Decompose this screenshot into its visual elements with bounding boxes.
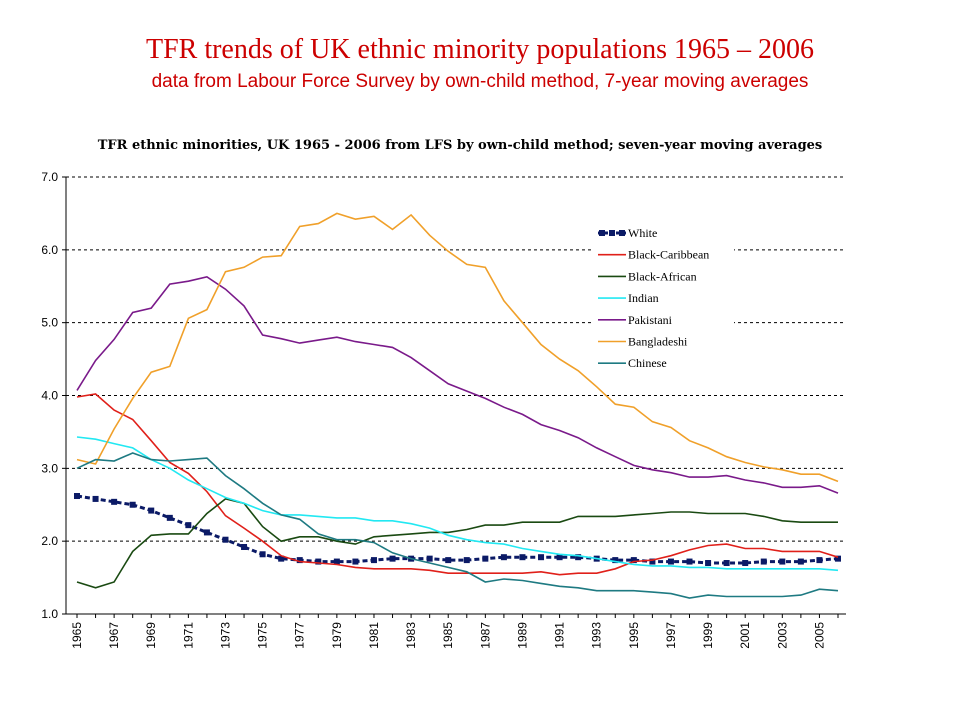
data-point-white [760, 558, 767, 565]
legend-label: Pakistani [628, 313, 673, 327]
x-tick-label: 1971 [181, 622, 195, 649]
data-point-white [519, 554, 526, 561]
x-tick-label: 1993 [590, 622, 604, 649]
y-tick-label: 6.0 [41, 243, 58, 257]
x-tick-label: 1997 [664, 622, 678, 649]
legend-marker [619, 230, 625, 236]
data-point-white [779, 558, 786, 565]
legend-background [592, 221, 734, 377]
data-point-white [630, 557, 637, 564]
series-line-chinese [76, 452, 839, 599]
x-tick-label: 1987 [478, 622, 492, 649]
x-tick-label: 2003 [775, 622, 789, 649]
data-point-white [723, 560, 730, 567]
data-point-white [649, 558, 656, 565]
series-line-bangladeshi [76, 212, 839, 483]
series-line-white [76, 494, 839, 565]
legend-marker [609, 230, 615, 236]
slide-subtitle: data from Labour Force Survey by own-chi… [151, 71, 809, 92]
data-point-white [500, 554, 507, 561]
data-point-white [92, 495, 99, 502]
data-point-white [556, 554, 563, 561]
data-point-white [74, 493, 80, 500]
data-point-white [352, 558, 359, 565]
data-point-white [482, 555, 489, 562]
x-tick-label: 2001 [738, 622, 752, 649]
legend-label: Black-African [628, 269, 697, 283]
data-point-white [222, 536, 229, 543]
y-tick-label: 7.0 [41, 170, 58, 184]
legend: White Black-Caribbean Black-African Indian P… [592, 221, 734, 377]
data-point-white [538, 554, 545, 561]
data-point-white [667, 558, 674, 565]
data-point-white [185, 522, 192, 529]
y-tick-label: 4.0 [41, 389, 58, 403]
y-tick-label: 5.0 [41, 316, 58, 330]
data-point-white [278, 555, 285, 562]
data-point-white [166, 514, 173, 521]
y-tick-label: 1.0 [41, 607, 58, 621]
x-tick-label: 1975 [256, 622, 270, 649]
x-tick-label: 1985 [441, 622, 455, 649]
x-tick-label: 1967 [107, 622, 121, 649]
data-point-white [797, 558, 804, 565]
x-tick-label: 2005 [812, 622, 826, 649]
x-tick-label: 1979 [330, 622, 344, 649]
data-point-white [612, 557, 619, 564]
data-point-white [742, 560, 749, 567]
y-tick-label: 3.0 [41, 461, 58, 475]
data-point-white [129, 501, 136, 508]
x-tick-label: 1973 [218, 622, 232, 649]
x-tick-label: 1991 [553, 622, 567, 649]
y-tick-label: 2.0 [41, 534, 58, 548]
data-point-white [445, 557, 452, 564]
x-tick-label: 1995 [627, 622, 641, 649]
data-point-white [816, 557, 823, 564]
chart-title: TFR ethnic minorities, UK 1965 - 2006 fr… [97, 138, 823, 153]
data-point-white [203, 529, 210, 536]
legend-label: Chinese [628, 356, 667, 370]
x-tick-label: 1983 [404, 622, 418, 649]
legend-label: Black-Caribbean [628, 248, 709, 262]
slide-title: TFR trends of UK ethnic minority populat… [145, 34, 815, 65]
legend-label: Indian [628, 291, 659, 305]
data-point-white [111, 498, 118, 505]
x-tick-label: 1989 [515, 622, 529, 649]
data-point-white [148, 507, 155, 514]
data-point-white [333, 558, 340, 565]
x-tick-label: 1981 [367, 622, 381, 649]
legend-marker [599, 230, 605, 236]
data-point-white [241, 543, 248, 550]
series-line-black-caribbean [76, 393, 839, 576]
x-tick-label: 1977 [293, 622, 307, 649]
data-point-white [389, 555, 396, 562]
data-point-white [686, 558, 693, 565]
data-point-white [705, 560, 712, 567]
legend-label: White [628, 226, 657, 240]
series-line-pakistani [76, 275, 839, 494]
series-line-black-african [76, 498, 838, 589]
series-layer [74, 212, 841, 599]
axis-layer: 1.0 2.0 3.0 4.0 5.0 6.0 7.0 1965 1967 1969 1971 197… [41, 170, 846, 649]
data-point-white [370, 557, 377, 564]
data-point-white [296, 557, 303, 564]
data-point-white [315, 558, 322, 565]
data-point-white [426, 555, 433, 562]
data-point-white [835, 555, 841, 562]
data-point-white [575, 554, 582, 561]
x-tick-label: 1969 [144, 622, 158, 649]
x-tick-label: 1999 [701, 622, 715, 649]
data-point-white [259, 551, 266, 558]
data-point-white [463, 557, 470, 564]
series-line-indian [76, 436, 839, 572]
legend-label: Bangladeshi [628, 335, 688, 349]
x-tick-label: 1965 [70, 622, 84, 649]
